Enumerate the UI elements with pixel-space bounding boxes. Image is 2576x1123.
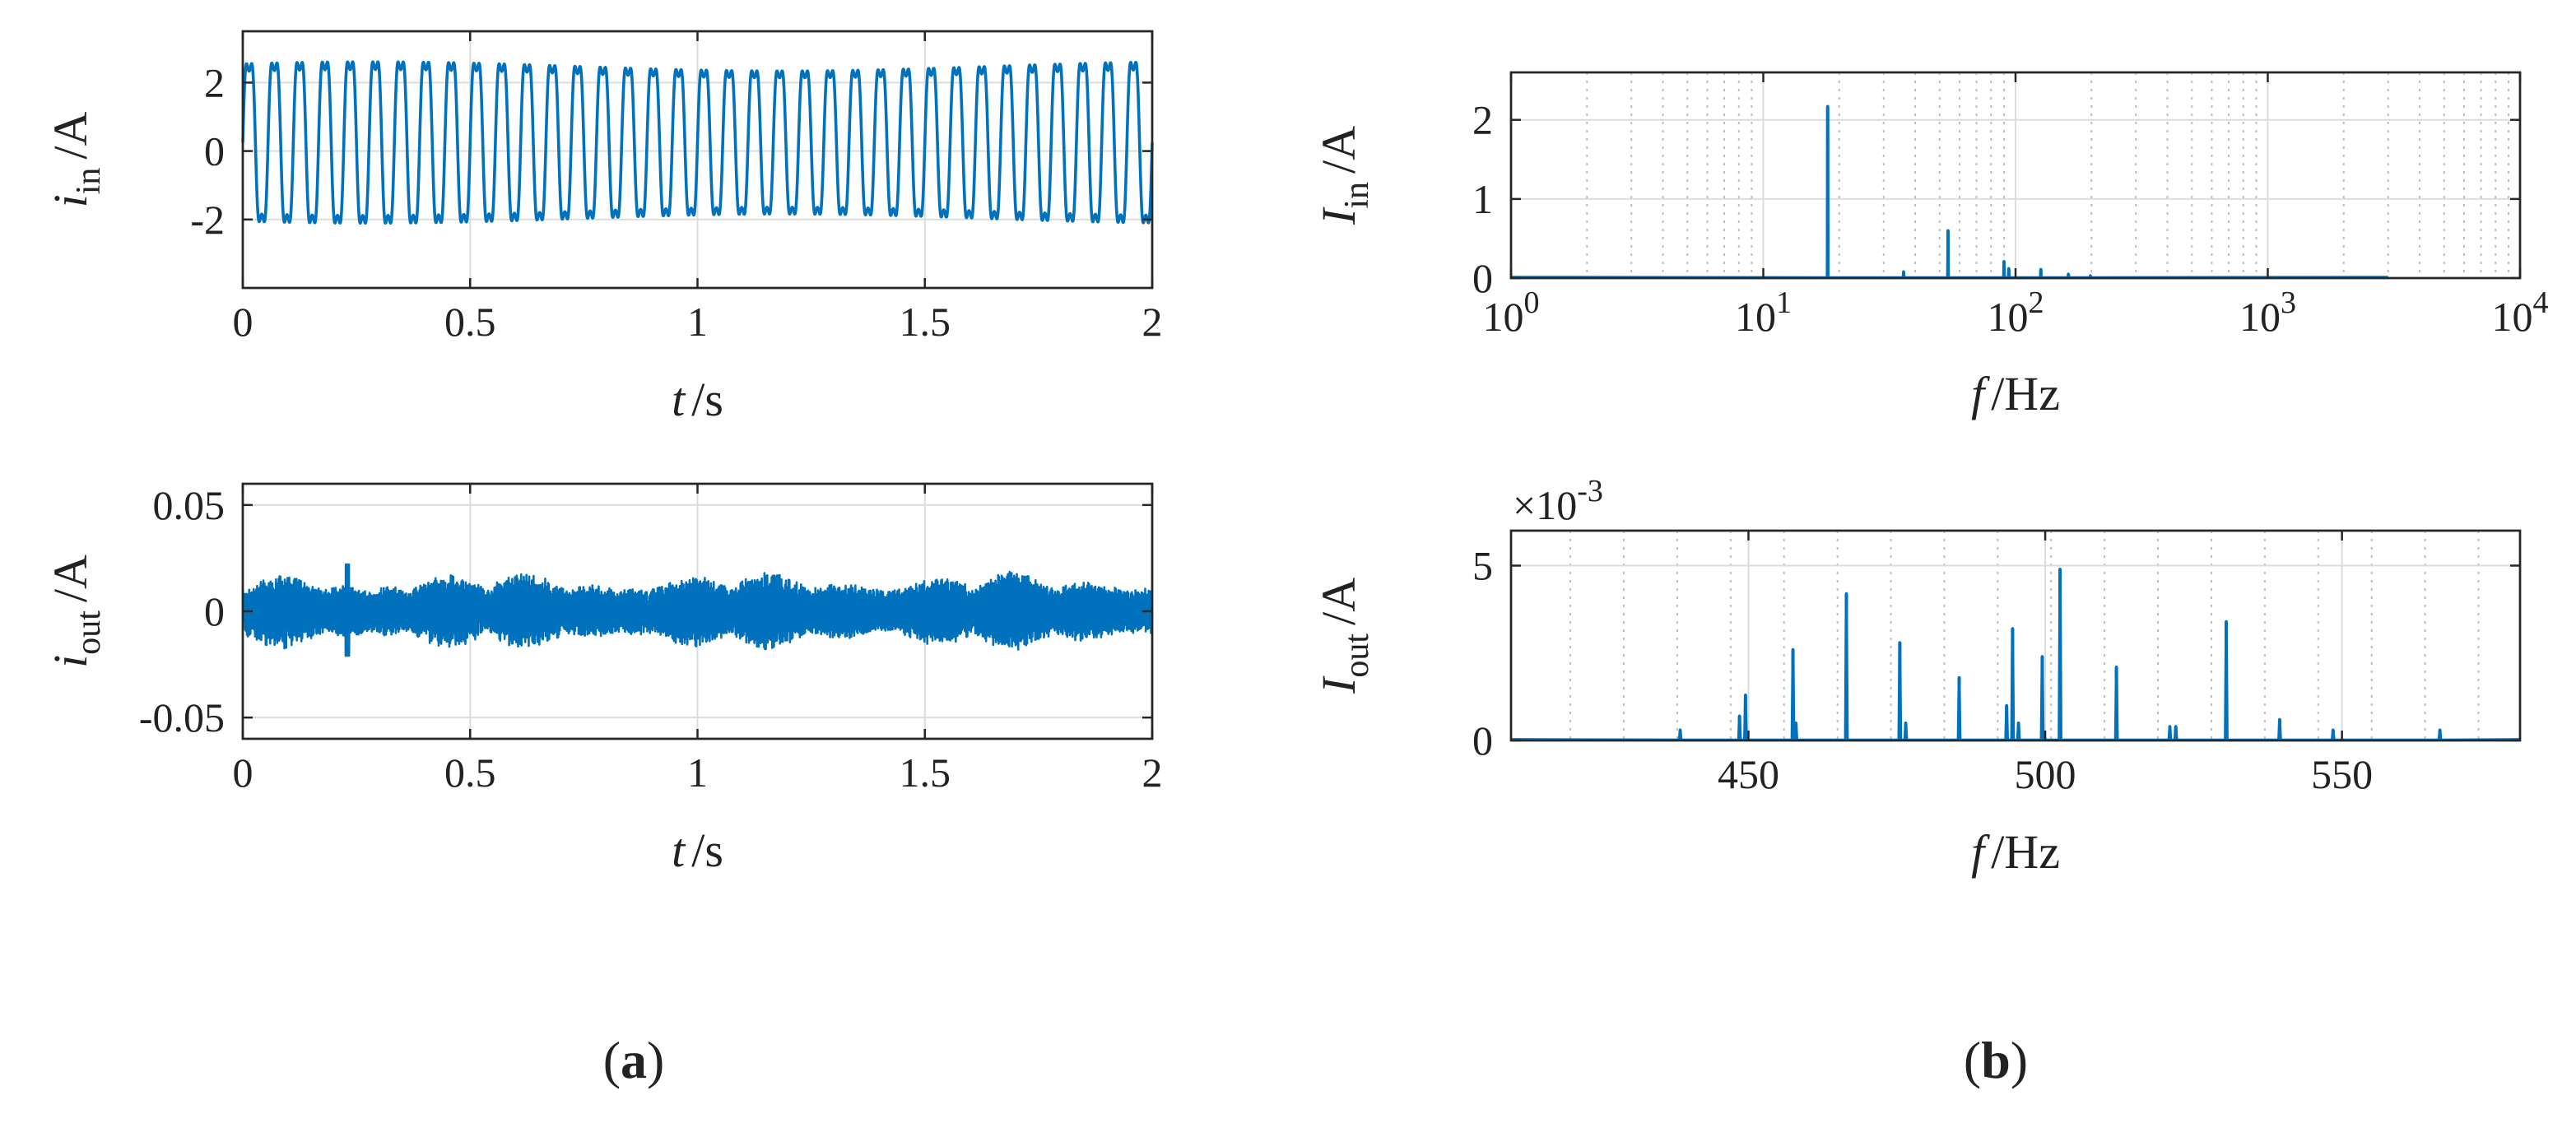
x-tick-label: 104	[2492, 285, 2549, 340]
x-tick-exponent: 2	[2029, 285, 2044, 320]
y-axis-label: iin/A	[44, 111, 108, 207]
x-label-unit: /Hz	[1991, 367, 2060, 420]
x-tick-label: 500	[2015, 751, 2076, 797]
x-tick-label: 0	[233, 749, 253, 796]
x-tick-base: 10	[2239, 294, 2281, 340]
x-tick-exponent: 4	[2533, 285, 2549, 320]
x-axis-label: f/Hz	[1971, 367, 2060, 420]
y-tick-label: 2	[204, 59, 225, 105]
x-axis-label: f/Hz	[1971, 825, 2060, 879]
panel-paren-open: (	[1964, 1031, 1981, 1089]
x-tick-label: 0	[233, 299, 253, 345]
x-tick-base: 10	[1988, 294, 2029, 340]
y-multiplier-exponent: -3	[1577, 474, 1603, 508]
y-tick-label: -2	[190, 197, 225, 243]
x-label-unit: /Hz	[1991, 825, 2060, 879]
data-series-line	[241, 563, 1154, 657]
y-label-symbol: i	[44, 194, 97, 207]
y-label-unit: /A	[1312, 126, 1365, 174]
x-tick-base: 10	[2492, 294, 2533, 340]
y-axis-label: iout/A	[44, 555, 108, 668]
y-tick-label: -0.05	[139, 694, 225, 740]
y-tick-label: 5	[1472, 543, 1493, 589]
y-label-subscript: out	[70, 610, 108, 655]
x-axis-label: t/s	[672, 373, 723, 426]
x-tick-label: 1	[687, 299, 708, 345]
x-tick-label: 101	[1735, 285, 1792, 340]
y-tick-label: 0	[1472, 717, 1493, 763]
panel-letter: a	[621, 1031, 647, 1089]
x-label-unit: /s	[691, 373, 723, 426]
x-tick-exponent: 3	[2281, 285, 2296, 320]
data-series-line	[241, 60, 1154, 225]
x-tick-base: 10	[1483, 294, 1524, 340]
x-tick-label: 550	[2311, 751, 2373, 797]
x-label-symbol: f	[1971, 367, 1990, 420]
x-tick-label: 100	[1483, 285, 1540, 340]
y-label-symbol: I	[1312, 207, 1365, 225]
y-label-subscript: out	[1338, 633, 1376, 678]
y-multiplier-base: ×10	[1513, 482, 1577, 528]
y-label-unit: /A	[1312, 578, 1365, 625]
panel-label-b: (b)	[1964, 1031, 2028, 1089]
chart-iin_time: 0 0.5 1 1.5 2 -2 0 2 iin/A t/s	[44, 30, 1163, 426]
x-tick-label: 103	[2239, 285, 2296, 340]
x-tick-exponent: 1	[1776, 285, 1792, 320]
x-tick-label: 0.5	[444, 749, 496, 796]
y-tick-label: 1	[1472, 176, 1493, 222]
x-tick-label: 1.5	[900, 749, 951, 796]
x-tick-label: 102	[1988, 285, 2044, 340]
x-label-unit: /s	[691, 824, 723, 877]
y-tick-label: 0	[204, 588, 225, 634]
y-tick-label: 0	[1472, 255, 1493, 301]
x-tick-label: 0.5	[444, 299, 496, 345]
x-tick-label: 1	[687, 749, 708, 796]
x-tick-label: 1.5	[900, 299, 951, 345]
plot-frame	[1509, 529, 2522, 742]
x-tick-base: 10	[1735, 294, 1776, 340]
panel-paren-close: )	[647, 1031, 664, 1089]
x-label-symbol: f	[1971, 825, 1990, 879]
x-tick-label: 450	[1718, 751, 1779, 797]
plot-area	[1509, 529, 2522, 742]
panel-paren-open: (	[603, 1031, 621, 1089]
x-tick-label: 2	[1142, 749, 1163, 796]
y-label-subscript: in	[70, 168, 108, 195]
panel-label-a: (a)	[603, 1031, 665, 1089]
x-label-symbol: t	[672, 824, 686, 877]
y-tick-label: 2	[1472, 97, 1493, 143]
y-label-unit: /A	[44, 555, 97, 602]
panel-paren-close: )	[2011, 1031, 2028, 1089]
y-axis-label: Iin/A	[1312, 126, 1376, 225]
x-axis-label: t/s	[672, 824, 723, 877]
chart-Iout_spectrum: 450 500 550 0 5 ×10-3 Iout/A f/Hz	[1312, 474, 2522, 879]
y-axis-label: Iout/A	[1312, 578, 1376, 694]
panel-letter: b	[1981, 1031, 2011, 1089]
x-tick-exponent: 0	[1524, 285, 1540, 320]
y-multiplier-label: ×10-3	[1513, 474, 1603, 528]
x-label-symbol: t	[672, 373, 686, 426]
y-tick-label: 0.05	[153, 482, 226, 528]
y-tick-label: 0	[204, 128, 225, 174]
y-label-symbol: i	[44, 655, 97, 668]
y-label-subscript: in	[1338, 182, 1376, 209]
x-tick-label: 2	[1142, 299, 1163, 345]
y-label-symbol: I	[1312, 675, 1365, 694]
y-label-unit: /A	[44, 111, 97, 159]
